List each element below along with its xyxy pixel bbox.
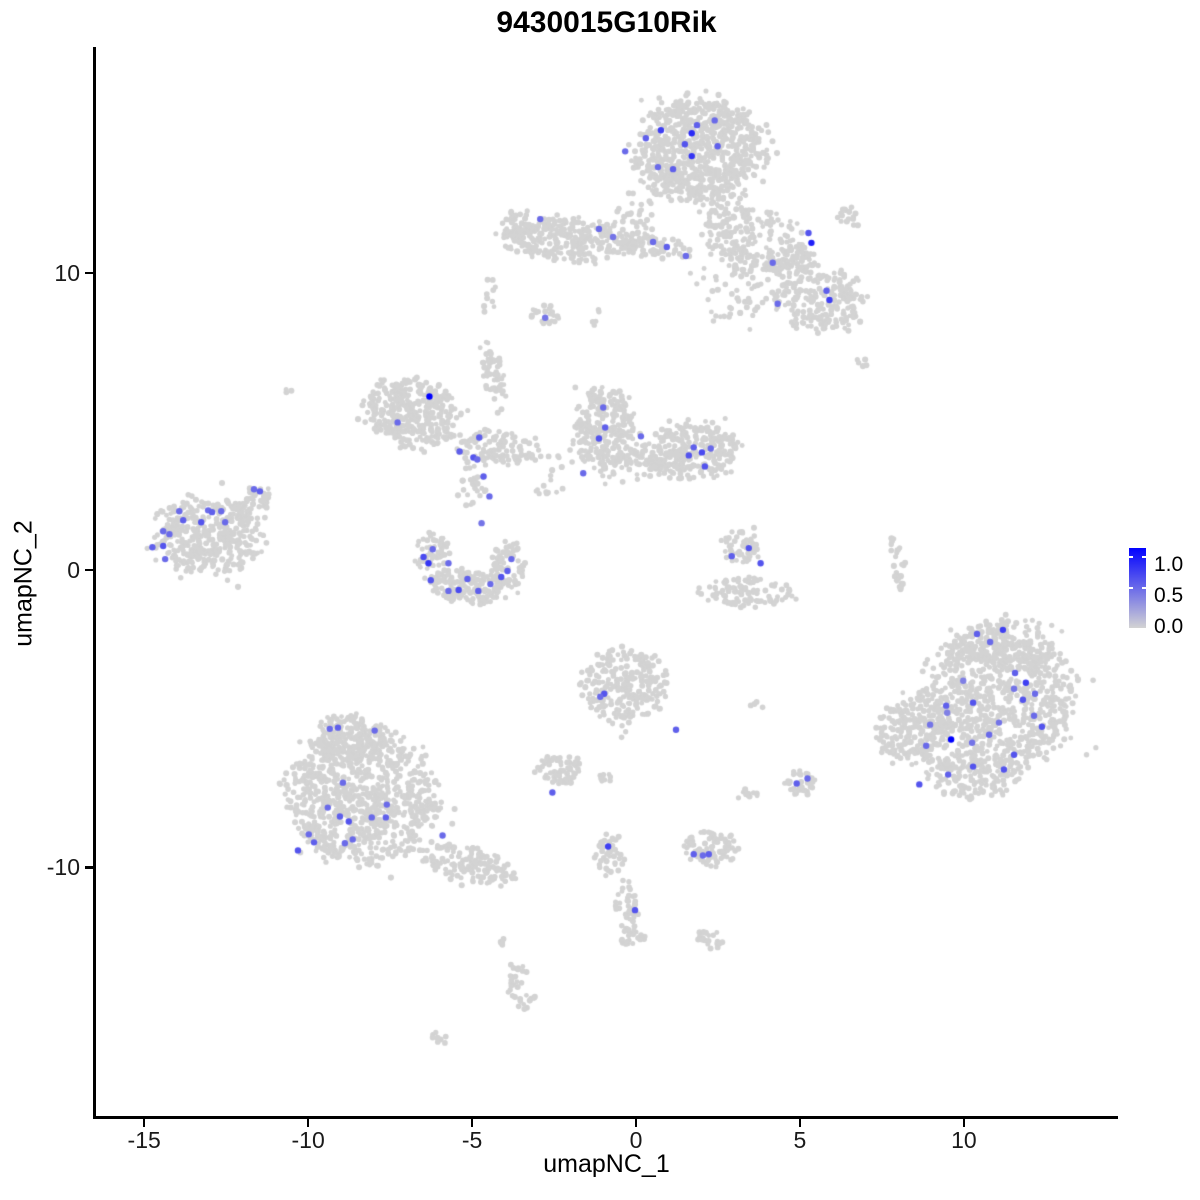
y-tick-mark <box>85 568 94 572</box>
x-tick-label: -10 <box>291 1127 325 1153</box>
y-axis-title: umapNC_2 <box>9 520 38 647</box>
y-tick-label: 0 <box>67 557 80 584</box>
legend-colorbar <box>1129 548 1146 628</box>
plot-title: 9430015G10Rik <box>496 6 717 39</box>
legend-tick-0.5-left <box>1129 587 1133 589</box>
legend-label-high: 1.0 <box>1154 553 1184 576</box>
legend-tick-0.5-right <box>1142 587 1146 589</box>
legend-tick-1.0-left <box>1129 556 1133 558</box>
x-tick-label: 5 <box>793 1127 807 1153</box>
x-tick-label: -5 <box>461 1127 483 1153</box>
x-tick-mark <box>634 1118 638 1127</box>
x-tick-label: -15 <box>127 1127 161 1153</box>
y-tick-mark <box>85 271 94 275</box>
x-tick-mark <box>142 1118 146 1127</box>
x-tick-mark <box>306 1118 310 1127</box>
x-tick-mark <box>962 1118 966 1127</box>
y-axis-line <box>93 47 96 1119</box>
x-tick-mark <box>798 1118 802 1127</box>
x-axis-line <box>93 1116 1118 1119</box>
x-tick-mark <box>470 1118 474 1127</box>
y-tick-mark <box>85 866 94 869</box>
legend-label-low: 0.0 <box>1154 615 1184 638</box>
y-tick-label: -10 <box>46 854 80 881</box>
x-axis-title: umapNC_1 <box>543 1150 670 1178</box>
y-tick-label: 10 <box>54 259 80 286</box>
expression-legend: 1.0 0.5 0.0 <box>1124 540 1200 644</box>
legend-label-mid: 0.5 <box>1154 584 1184 607</box>
x-tick-label: 10 <box>951 1127 977 1153</box>
x-tick-label: 0 <box>629 1127 643 1153</box>
legend-tick-1.0-right <box>1142 556 1146 558</box>
